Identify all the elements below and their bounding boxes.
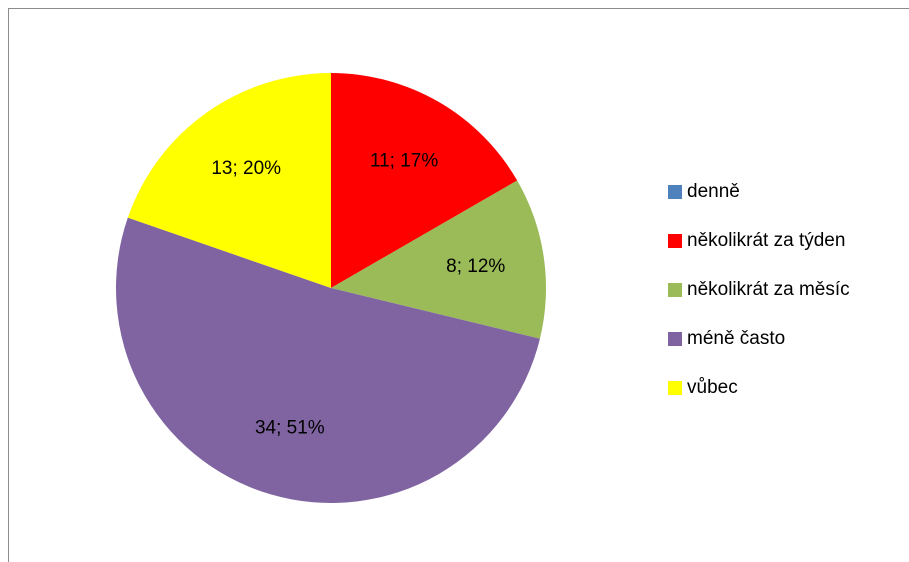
pie-slice: [127, 73, 331, 288]
data-label: 13; 20%: [211, 158, 281, 179]
legend-label: denně: [687, 181, 740, 202]
data-label: 34; 51%: [255, 417, 325, 438]
legend-swatch: [668, 234, 682, 248]
data-label: 11; 17%: [370, 150, 438, 171]
legend-label: několikrát za měsíc: [687, 279, 850, 300]
legend-swatch: [668, 185, 682, 199]
legend-swatch: [668, 381, 682, 395]
data-label: 8; 12%: [446, 256, 505, 277]
legend-label: několikrát za týden: [687, 230, 845, 251]
legend-swatch: [668, 283, 682, 297]
pie-slice: [331, 73, 518, 288]
pie-slice: [116, 217, 540, 503]
legend-label: vůbec: [687, 377, 738, 398]
legend-swatch: [668, 332, 682, 346]
legend-label: méně často: [687, 328, 785, 349]
pie-slice: [331, 180, 546, 339]
